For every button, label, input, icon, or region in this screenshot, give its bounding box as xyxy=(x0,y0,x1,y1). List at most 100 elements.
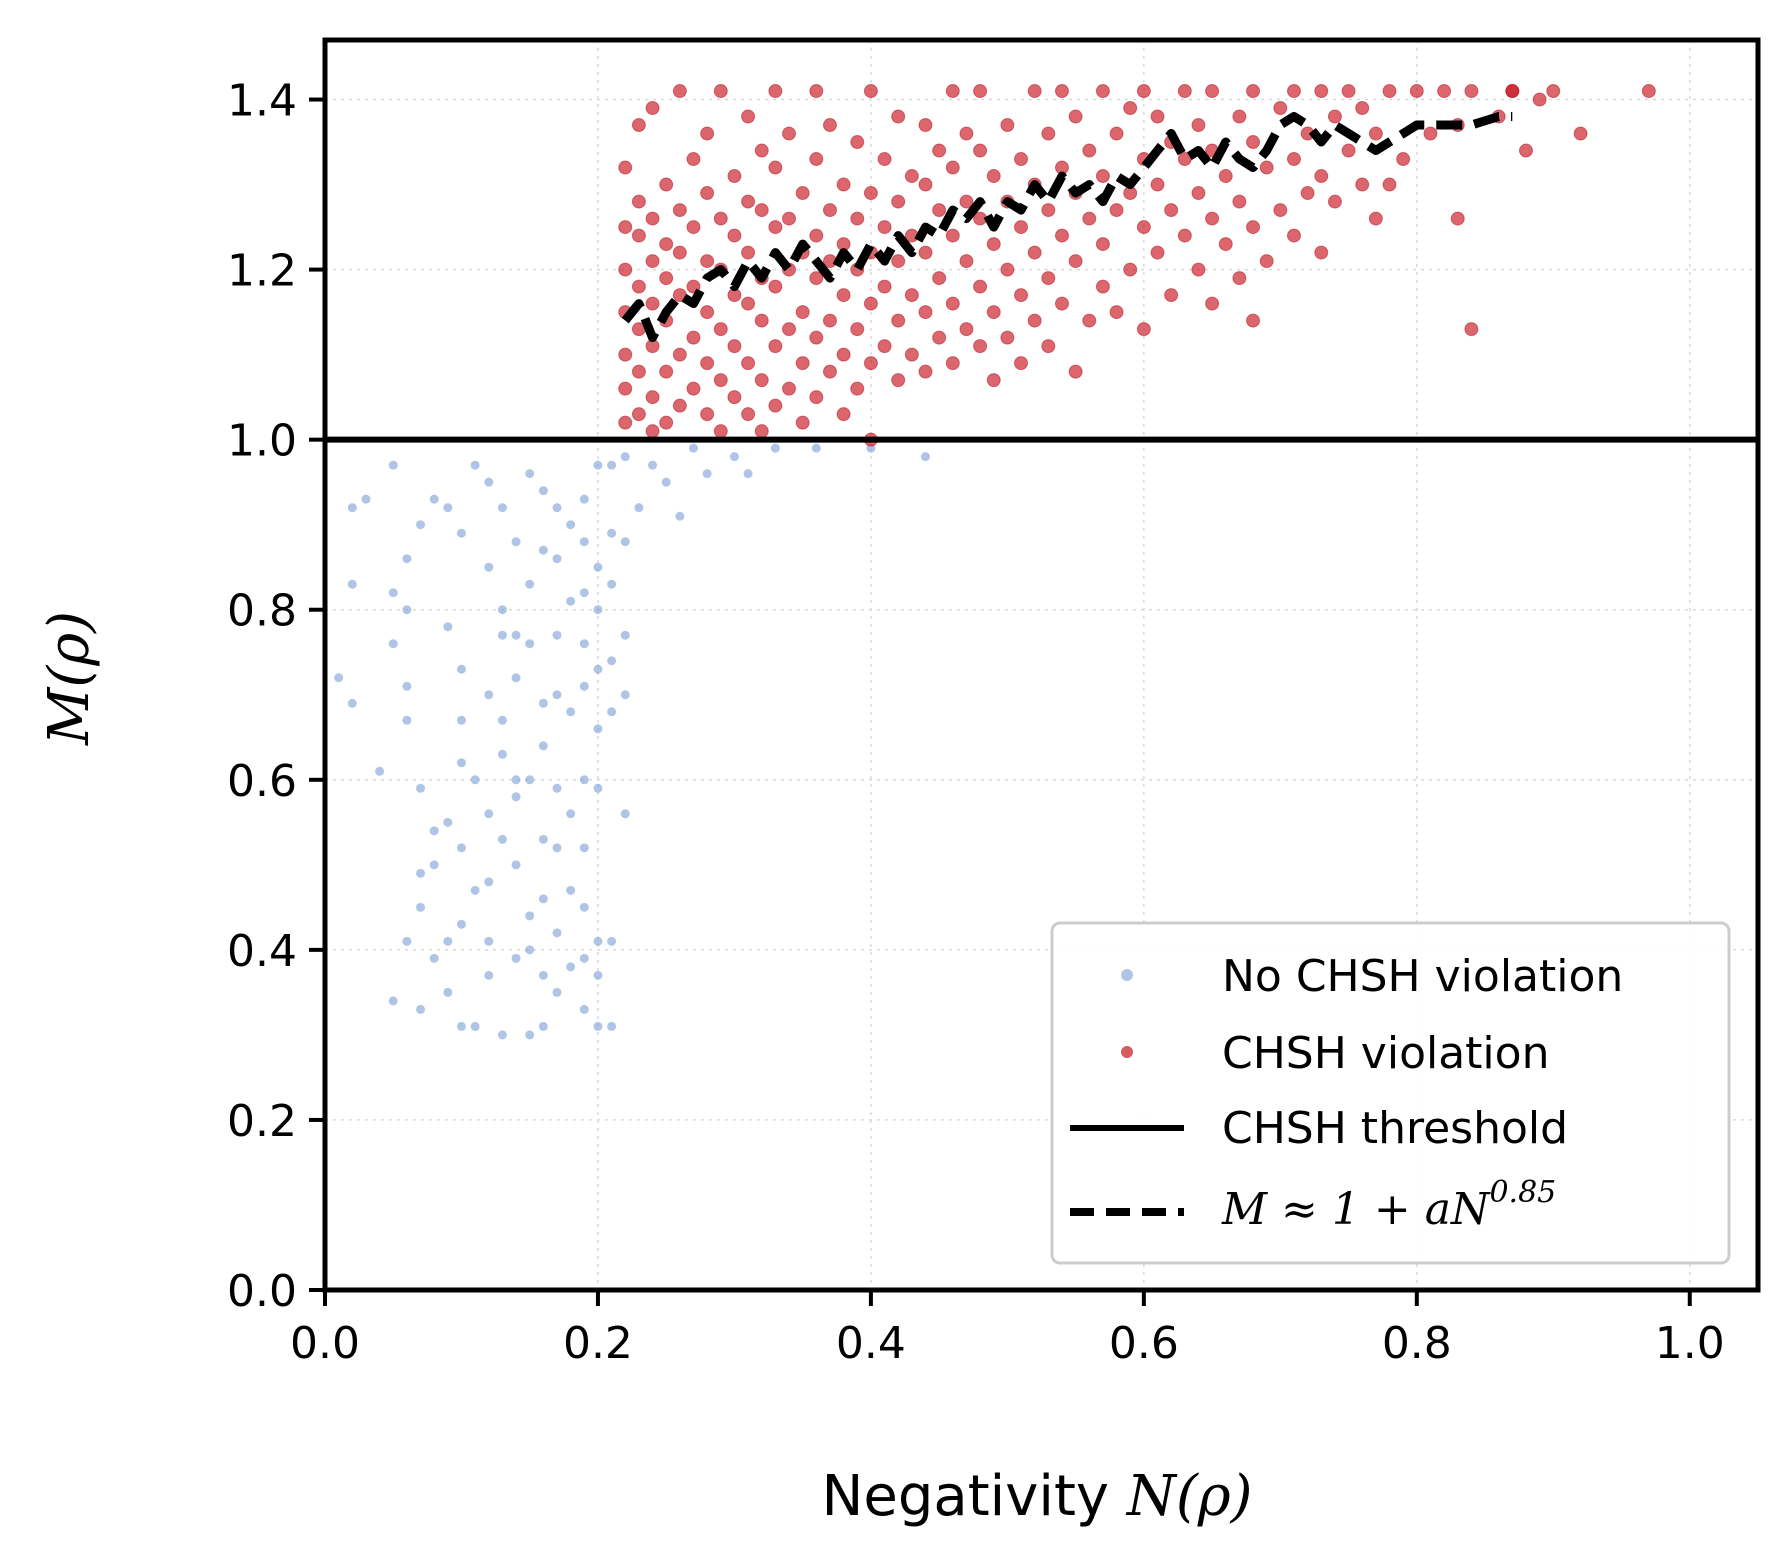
axes-frame xyxy=(322,37,1761,1293)
violation-point xyxy=(768,84,783,99)
violation-point xyxy=(618,220,633,235)
no-violation-point xyxy=(511,860,521,870)
violation-point xyxy=(809,271,824,286)
no-violation-point xyxy=(388,996,398,1006)
violation-point xyxy=(1082,211,1097,226)
no-violation-point xyxy=(456,715,466,725)
violation-point xyxy=(1273,203,1288,218)
no-violation-point xyxy=(579,639,589,649)
violation-point xyxy=(631,228,646,243)
violation-point xyxy=(672,398,687,413)
no-violation-point xyxy=(579,537,589,547)
no-violation-point xyxy=(579,494,589,504)
violation-point xyxy=(986,237,1001,252)
no-violation-point xyxy=(511,792,521,802)
violation-point xyxy=(1150,177,1165,192)
no-violation-point xyxy=(402,554,412,564)
violation-point xyxy=(1218,169,1233,184)
no-violation-point xyxy=(620,690,630,700)
no-violation-point xyxy=(579,775,589,785)
violation-point xyxy=(809,390,824,405)
violation-point xyxy=(1327,194,1342,209)
no-violation-point xyxy=(497,1030,507,1040)
no-violation-point xyxy=(416,1004,426,1014)
violation-point xyxy=(877,279,892,294)
violation-point xyxy=(700,356,715,371)
violation-point xyxy=(1205,211,1220,226)
violation-point xyxy=(1041,203,1056,218)
no-violation-point xyxy=(497,630,507,640)
violation-point xyxy=(686,152,701,167)
no-violation-point xyxy=(566,885,576,895)
violation-point xyxy=(822,364,837,379)
violation-point xyxy=(1177,84,1192,99)
violation-point xyxy=(1205,296,1220,311)
violation-point xyxy=(1054,84,1069,99)
violation-point xyxy=(659,271,674,286)
violation-point xyxy=(809,330,824,345)
violation-point xyxy=(1109,305,1124,320)
no-violation-point xyxy=(620,452,630,462)
no-violation-point xyxy=(429,826,439,836)
violation-point xyxy=(672,245,687,260)
violation-point xyxy=(1177,228,1192,243)
violation-point xyxy=(863,186,878,201)
no-violation-point xyxy=(525,639,535,649)
no-violation-point xyxy=(579,843,589,853)
violation-point xyxy=(809,84,824,99)
violation-point xyxy=(700,126,715,141)
no-violation-point xyxy=(593,724,603,734)
violation-point xyxy=(1314,169,1329,184)
violation-point xyxy=(631,364,646,379)
violation-point xyxy=(1095,237,1110,252)
violation-point xyxy=(1382,177,1397,192)
violation-point xyxy=(1450,211,1465,226)
no-violation-point xyxy=(607,707,617,717)
violation-point xyxy=(1423,126,1438,141)
violation-point xyxy=(1054,296,1069,311)
no-violation-point xyxy=(511,673,521,683)
violation-point xyxy=(809,228,824,243)
violation-point xyxy=(1041,126,1056,141)
violation-point xyxy=(1232,109,1247,124)
no-violation-point xyxy=(579,1004,589,1014)
violation-point xyxy=(932,330,947,345)
violation-point xyxy=(754,424,769,439)
violation-point xyxy=(713,424,728,439)
violation-point xyxy=(631,118,646,133)
no-violation-point xyxy=(538,698,548,708)
legend-box xyxy=(1050,921,1731,1265)
no-violation-point xyxy=(416,902,426,912)
no-violation-point xyxy=(607,1021,617,1031)
no-violation-point xyxy=(402,936,412,946)
no-violation-point xyxy=(566,809,576,819)
no-violation-point xyxy=(593,562,603,572)
violation-point xyxy=(1191,262,1206,277)
no-violation-point xyxy=(593,970,603,980)
no-violation-point xyxy=(607,936,617,946)
no-violation-point xyxy=(375,766,385,776)
no-violation-point xyxy=(593,460,603,470)
no-violation-point xyxy=(525,469,535,479)
y-tick-label: 0.2 xyxy=(227,1096,297,1147)
violation-point xyxy=(850,322,865,337)
violation-point xyxy=(631,194,646,209)
violation-point xyxy=(754,373,769,388)
no-violation-point xyxy=(593,936,603,946)
violation-point xyxy=(1409,84,1424,99)
no-violation-point xyxy=(688,443,698,453)
violation-point xyxy=(1368,126,1383,141)
violation-point xyxy=(782,126,797,141)
violation-point xyxy=(1218,237,1233,252)
violation-point xyxy=(672,84,687,99)
x-tick-label: 0.0 xyxy=(290,1318,360,1369)
no-violation-point xyxy=(607,528,617,538)
violation-point xyxy=(782,322,797,337)
no-violation-point xyxy=(811,443,821,453)
violation-point xyxy=(945,84,960,99)
violation-point xyxy=(863,296,878,311)
violation-point xyxy=(1205,84,1220,99)
violation-point xyxy=(904,347,919,362)
legend-violation-marker xyxy=(1121,1046,1133,1058)
violation-point xyxy=(713,373,728,388)
